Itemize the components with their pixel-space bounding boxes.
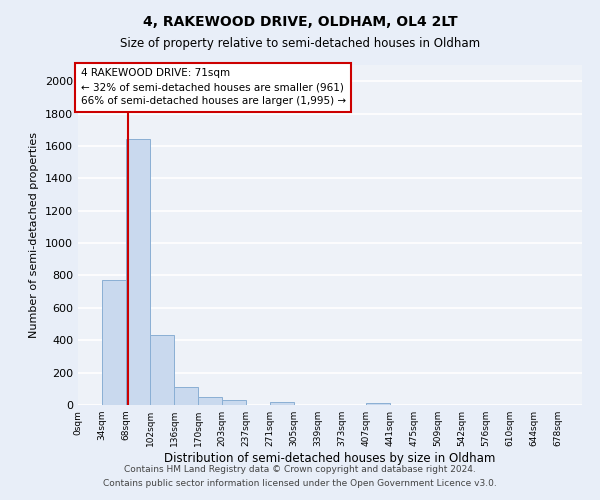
Bar xyxy=(366,402,390,405)
Bar xyxy=(198,397,222,405)
X-axis label: Distribution of semi-detached houses by size in Oldham: Distribution of semi-detached houses by … xyxy=(164,452,496,465)
Text: 4 RAKEWOOD DRIVE: 71sqm
← 32% of semi-detached houses are smaller (961)
66% of s: 4 RAKEWOOD DRIVE: 71sqm ← 32% of semi-de… xyxy=(80,68,346,106)
Bar xyxy=(150,334,174,405)
Bar xyxy=(174,387,198,405)
Bar xyxy=(270,402,294,405)
Text: Size of property relative to semi-detached houses in Oldham: Size of property relative to semi-detach… xyxy=(120,38,480,51)
Text: Contains HM Land Registry data © Crown copyright and database right 2024.
Contai: Contains HM Land Registry data © Crown c… xyxy=(103,466,497,487)
Bar xyxy=(126,140,150,405)
Bar xyxy=(102,280,126,405)
Bar xyxy=(222,400,246,405)
Y-axis label: Number of semi-detached properties: Number of semi-detached properties xyxy=(29,132,40,338)
Text: 4, RAKEWOOD DRIVE, OLDHAM, OL4 2LT: 4, RAKEWOOD DRIVE, OLDHAM, OL4 2LT xyxy=(143,15,457,29)
